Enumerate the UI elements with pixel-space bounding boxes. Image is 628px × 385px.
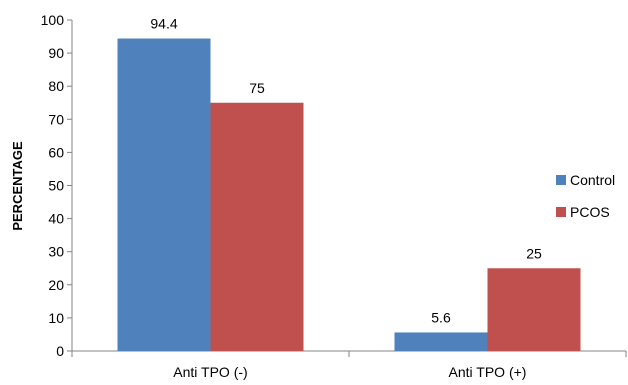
data-label-control-1: 94.4 [150, 16, 177, 32]
y-tick-label-40: 40 [48, 211, 64, 227]
y-tick-label-100: 100 [41, 12, 65, 28]
y-tick-label-10: 10 [48, 310, 64, 326]
y-tick-label-20: 20 [48, 277, 64, 293]
legend-swatch-pcos [556, 207, 566, 217]
bar-control-1 [117, 38, 211, 351]
legend-label-control: Control [570, 172, 615, 188]
legend-swatch-control [556, 175, 566, 185]
x-category-label-2: Anti TPO (+) [449, 364, 527, 380]
y-tick-label-90: 90 [48, 45, 64, 61]
bar-control-2 [394, 332, 488, 351]
y-axis-title: PERCENTAGE [10, 141, 25, 231]
data-label-control-2: 5.6 [431, 309, 451, 325]
y-tick-label-70: 70 [48, 111, 64, 127]
bar-pcos-2 [487, 268, 581, 351]
y-tick-label-60: 60 [48, 144, 64, 160]
y-tick-label-80: 80 [48, 78, 64, 94]
bar-pcos-1 [210, 102, 304, 351]
legend: Control PCOS [556, 172, 615, 220]
y-tick-label-30: 30 [48, 244, 64, 260]
legend-label-pcos: PCOS [570, 204, 610, 220]
plot-area: 0 10 20 30 40 50 60 70 80 90 100 94.4 75 Anti TPO (-)… [41, 12, 627, 380]
y-tick-label-0: 0 [56, 343, 64, 359]
data-label-pcos-2: 25 [526, 245, 542, 261]
x-category-label-1: Anti TPO (-) [173, 364, 247, 380]
data-label-pcos-1: 75 [249, 80, 265, 96]
y-tick-label-50: 50 [48, 178, 64, 194]
